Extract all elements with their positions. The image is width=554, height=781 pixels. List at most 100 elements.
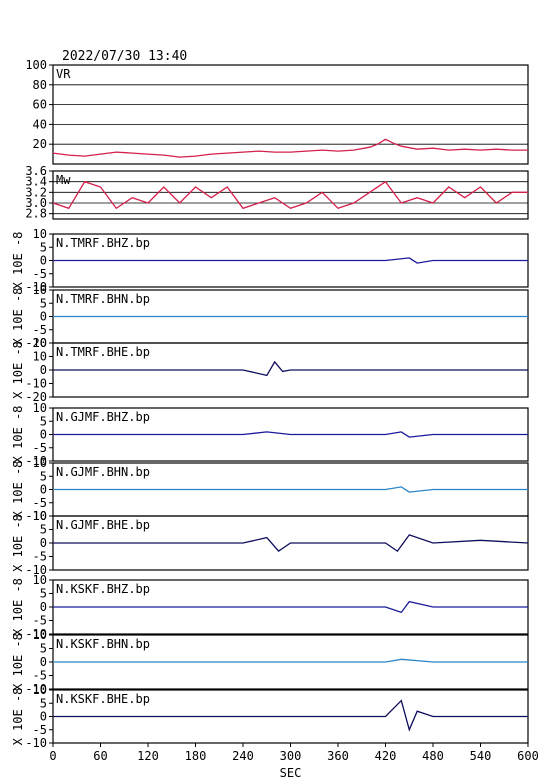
y-tick-label: 10 <box>33 283 47 297</box>
x-tick-label: 60 <box>93 749 107 763</box>
series-line-8 <box>53 534 529 552</box>
y-tick-label: -10 <box>25 509 47 523</box>
x-tick-label: 360 <box>327 749 349 763</box>
series-line-5 <box>53 360 528 377</box>
panel-label: N.GJMF.BHE.bp <box>56 518 150 532</box>
y-tick-label: -5 <box>33 614 47 628</box>
x-tick-label: 0 <box>49 749 56 763</box>
y-tick-label: 10 <box>33 683 47 697</box>
y-tick-label: 10 <box>33 456 47 470</box>
panel-label: N.TMRF.BHN.bp <box>56 292 150 306</box>
y-tick-label: 5 <box>40 642 47 656</box>
y-tick-label: -5 <box>33 496 47 510</box>
y-tick-label: 5 <box>40 414 47 428</box>
y-tick-label: 20 <box>33 137 47 151</box>
y-tick-label: 0 <box>40 363 47 377</box>
series-line-7 <box>53 486 528 493</box>
x-tick-label: 300 <box>280 749 302 763</box>
y-tick-label: -10 <box>25 563 47 577</box>
series-line-2 <box>52 180 528 210</box>
y-tick-label: 20 <box>33 336 47 350</box>
series-line-11 <box>53 699 528 732</box>
y-tick-label: -10 <box>25 627 47 641</box>
y-tick-label: -10 <box>25 377 47 391</box>
series-line-10 <box>53 658 528 663</box>
y-tick-label: -5 <box>33 723 47 737</box>
y-axis-unit-label: X 10E -8 <box>11 341 25 399</box>
panel-label: N.TMRF.BHZ.bp <box>56 236 150 250</box>
y-tick-label: 5 <box>40 587 47 601</box>
y-tick-label: 0 <box>40 428 47 442</box>
y-tick-label: 100 <box>25 58 47 72</box>
y-tick-label: -5 <box>33 267 47 281</box>
x-tick-label: 480 <box>422 749 444 763</box>
y-axis-unit-label: X 10E -8 <box>11 288 25 346</box>
y-tick-label: -10 <box>25 454 47 468</box>
y-tick-label: 10 <box>33 227 47 241</box>
x-tick-label: 180 <box>185 749 207 763</box>
chart-title: 2022/07/30 13:40 <box>62 49 188 64</box>
y-tick-label: 5 <box>40 240 47 254</box>
y-tick-label: 3.2 <box>25 185 47 199</box>
panel-label: N.KSKF.BHZ.bp <box>56 582 150 596</box>
series-line-6 <box>53 431 528 438</box>
x-tick-label: 240 <box>232 749 254 763</box>
y-tick-label: 0 <box>40 310 47 324</box>
y-tick-label: 0 <box>40 536 47 550</box>
y-tick-label: 5 <box>40 696 47 710</box>
panel-label: N.GJMF.BHN.bp <box>56 465 150 479</box>
y-tick-label: -10 <box>25 736 47 750</box>
y-axis-unit-label: X 10E -8 <box>11 406 25 464</box>
x-axis-label: SEC <box>280 766 302 780</box>
y-tick-label: -5 <box>33 669 47 683</box>
panel-frame-1 <box>52 64 529 165</box>
y-axis-unit-label: X 10E -8 <box>11 578 25 636</box>
panel-label: N.GJMF.BHZ.bp <box>56 410 150 424</box>
x-tick-label: 120 <box>137 749 159 763</box>
y-tick-label: -5 <box>33 550 47 564</box>
y-tick-label: 0 <box>40 710 47 724</box>
y-tick-label: 40 <box>33 117 47 131</box>
panel-label: Mw <box>56 173 71 187</box>
y-tick-label: 0 <box>40 483 47 497</box>
series-line-3 <box>53 257 528 264</box>
y-tick-label: 2.8 <box>25 207 47 221</box>
y-axis-unit-label: X 10E -8 <box>11 633 25 691</box>
panel-label: VR <box>56 67 71 81</box>
y-tick-label: 10 <box>33 573 47 587</box>
x-tick-label: 600 <box>517 749 539 763</box>
series-line-1 <box>52 138 528 158</box>
y-tick-label: 3.4 <box>25 175 47 189</box>
y-tick-label: 5 <box>40 523 47 537</box>
x-tick-label: 420 <box>375 749 397 763</box>
panel-label: N.KSKF.BHN.bp <box>56 637 150 651</box>
x-tick-label: 540 <box>470 749 492 763</box>
y-axis-unit-label: X 10E -8 <box>11 514 25 572</box>
y-tick-label: -5 <box>33 323 47 337</box>
y-tick-label: 0 <box>40 254 47 268</box>
y-tick-label: 3.0 <box>25 196 47 210</box>
y-tick-label: -10 <box>25 336 47 350</box>
y-tick-label: 10 <box>33 350 47 364</box>
y-tick-label: 60 <box>33 98 47 112</box>
y-axis-unit-label: X 10E -8 <box>11 232 25 290</box>
y-axis-unit-label: X 10E -8 <box>11 688 25 746</box>
y-tick-label: 3.6 <box>25 164 47 178</box>
y-tick-label: 10 <box>33 509 47 523</box>
y-tick-label: 0 <box>40 655 47 669</box>
panel-frame-2 <box>52 170 529 220</box>
y-tick-label: 0 <box>40 600 47 614</box>
y-tick-label: 5 <box>40 296 47 310</box>
y-tick-label: -20 <box>25 390 47 404</box>
panel-label: N.KSKF.BHE.bp <box>56 692 150 706</box>
y-axis-unit-label: X 10E -8 <box>11 461 25 519</box>
y-tick-label: -5 <box>33 441 47 455</box>
series-line-9 <box>53 600 528 614</box>
panel-label: N.TMRF.BHE.bp <box>56 345 150 359</box>
y-tick-label: 10 <box>33 401 47 415</box>
y-tick-label: -10 <box>25 682 47 696</box>
y-tick-label: 80 <box>33 78 47 92</box>
y-tick-label: 10 <box>33 628 47 642</box>
y-tick-label: -10 <box>25 280 47 294</box>
